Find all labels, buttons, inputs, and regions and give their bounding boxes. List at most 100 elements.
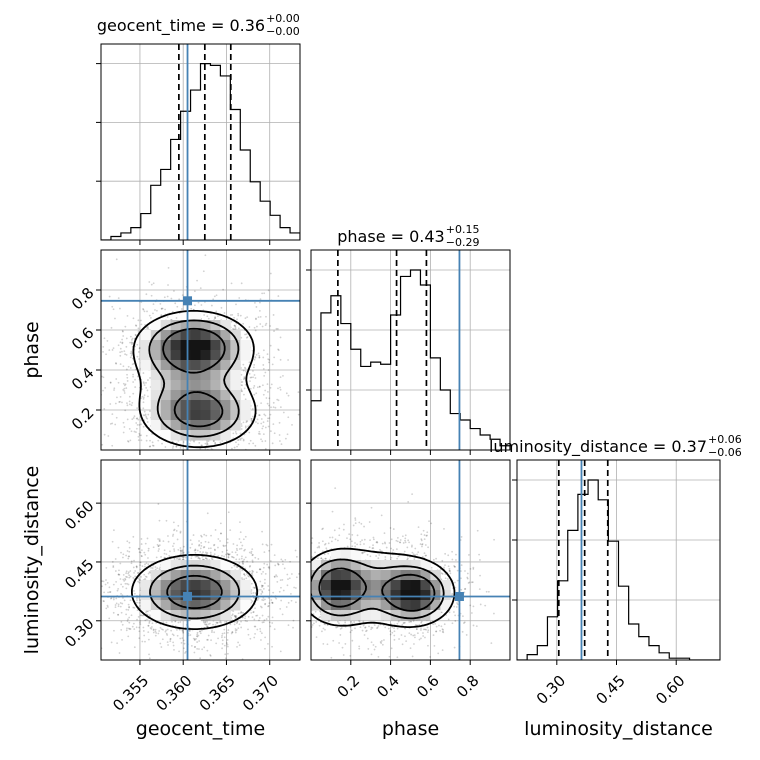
sample-point <box>276 664 278 666</box>
sample-point <box>129 575 132 578</box>
sample-point <box>276 327 279 330</box>
sample-point <box>286 584 289 587</box>
density-cell <box>170 420 182 431</box>
density-cell <box>170 330 182 341</box>
density-cell <box>240 340 251 351</box>
sample-point <box>267 604 270 607</box>
density-cell <box>180 320 192 331</box>
sample-point <box>222 544 225 547</box>
sample-point <box>393 634 396 637</box>
sample-point <box>227 553 230 556</box>
sample-point <box>217 637 219 640</box>
sample-point <box>173 550 176 552</box>
sample-point <box>257 597 260 600</box>
sample-point <box>129 367 132 369</box>
sample-point <box>241 569 244 572</box>
sample-point <box>249 380 251 383</box>
sample-point <box>404 534 407 537</box>
sample-point <box>236 544 239 547</box>
sample-point <box>291 423 293 426</box>
density-cell <box>160 320 172 331</box>
sample-point <box>242 322 245 325</box>
sample-point <box>223 632 226 635</box>
sample-point <box>124 582 127 585</box>
sample-point <box>126 380 129 382</box>
sample-point <box>119 602 122 604</box>
sample-point <box>273 554 276 556</box>
density-cell <box>220 430 231 441</box>
sample-point <box>204 620 207 623</box>
sample-point <box>177 557 180 559</box>
sample-point <box>140 549 143 552</box>
sample-point <box>138 358 140 360</box>
sample-point <box>117 605 120 608</box>
sample-point <box>279 607 282 610</box>
sample-point <box>235 558 238 561</box>
sample-point <box>170 629 173 632</box>
sample-point <box>135 422 138 424</box>
sample-point <box>249 453 251 455</box>
sample-point <box>132 392 135 395</box>
sample-point <box>244 535 247 538</box>
sample-point <box>98 554 100 556</box>
sample-point <box>227 553 230 556</box>
density-cell <box>210 390 221 401</box>
sample-point <box>248 326 251 328</box>
sample-point <box>164 245 166 247</box>
sample-point <box>146 610 149 613</box>
density-cell <box>210 370 221 381</box>
sample-point <box>276 580 279 583</box>
sample-point <box>250 419 253 422</box>
sample-point <box>267 369 270 371</box>
sample-point <box>254 444 257 447</box>
sample-point <box>128 403 131 406</box>
sample-point <box>287 416 290 419</box>
sample-point <box>128 576 131 579</box>
sample-point <box>145 439 148 442</box>
sample-point <box>206 558 209 560</box>
density-cell <box>190 590 201 601</box>
histogram-step-phase <box>311 269 510 450</box>
sample-point <box>278 434 281 436</box>
sample-point <box>206 441 208 444</box>
sample-point <box>138 637 141 640</box>
sample-point <box>234 327 237 330</box>
sample-point <box>139 605 141 607</box>
sample-point <box>226 643 229 646</box>
sample-point <box>122 382 125 385</box>
sample-point <box>140 554 143 557</box>
sample-point <box>115 597 118 600</box>
sample-point <box>199 551 202 553</box>
sample-point <box>137 572 139 574</box>
sample-point <box>91 612 93 614</box>
sample-point <box>115 258 118 261</box>
sample-point <box>230 632 233 635</box>
sample-point <box>103 337 106 340</box>
sample-point <box>206 443 209 445</box>
sample-point <box>278 590 281 593</box>
sample-point <box>304 578 306 580</box>
sample-point <box>245 577 248 580</box>
sample-point <box>272 452 274 454</box>
sample-point <box>242 378 245 381</box>
density-cell <box>180 380 192 391</box>
sample-point <box>131 337 134 340</box>
sample-point <box>166 316 169 318</box>
sample-point <box>267 615 270 618</box>
sample-point <box>234 326 237 329</box>
sample-point <box>270 543 273 546</box>
sample-point <box>122 431 125 434</box>
sample-point <box>199 287 202 289</box>
sample-point <box>126 418 129 421</box>
density-cell <box>200 320 211 331</box>
sample-point <box>172 545 174 548</box>
sample-point <box>188 629 190 632</box>
density-cell <box>200 390 211 401</box>
sample-point <box>205 623 207 626</box>
density-cell <box>220 330 231 341</box>
sample-point <box>150 283 153 286</box>
sample-point <box>253 636 256 639</box>
sample-point <box>175 445 178 448</box>
sample-point <box>304 588 306 590</box>
sample-point <box>177 548 180 551</box>
